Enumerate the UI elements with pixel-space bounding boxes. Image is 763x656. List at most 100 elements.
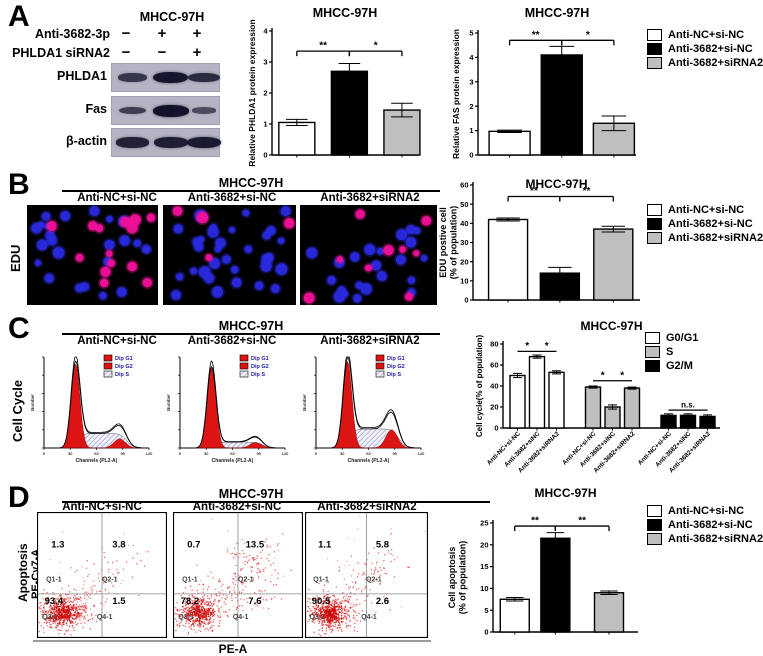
q4-gate-label: Q4-1 bbox=[361, 614, 377, 621]
edu-positive-nucleus bbox=[399, 245, 407, 253]
dapi-nucleus bbox=[116, 287, 127, 297]
q4-percentage: 2.6 bbox=[376, 596, 389, 607]
hist-x-tick: 90 bbox=[121, 451, 126, 456]
bar bbox=[548, 371, 565, 429]
bar bbox=[487, 218, 529, 301]
y-axis-label: EDU postive cell bbox=[438, 207, 448, 278]
hist-x-tick: 0 bbox=[43, 451, 46, 456]
condition-symbol: − bbox=[121, 44, 131, 61]
panel-d-underline bbox=[62, 501, 490, 503]
flow-legend-swatch bbox=[103, 362, 113, 370]
q1-gate-label: Q1-1 bbox=[182, 576, 198, 583]
bar bbox=[593, 592, 625, 633]
legend-label: Anti-3682+siRNA2 bbox=[668, 57, 763, 69]
y-tick-label: 20 bbox=[490, 403, 498, 412]
y-tick-label: 2 bbox=[469, 102, 473, 111]
protein-band bbox=[154, 137, 188, 148]
flow-legend-label: Dip G1 bbox=[115, 356, 133, 362]
significance-label: n.s. bbox=[681, 401, 695, 410]
condition-symbol: + bbox=[192, 44, 202, 61]
condition-label: PHLDA1 siRNA2 bbox=[12, 46, 110, 60]
dapi-nucleus bbox=[405, 237, 417, 248]
hist-x-tick: 90 bbox=[393, 451, 398, 456]
significance-label: ** bbox=[319, 41, 327, 52]
x-tick-label: Anti-NC+si-NC bbox=[561, 430, 597, 466]
significance-label: ** bbox=[583, 186, 591, 197]
y-axis-label: Relative PHLDA1 protein expression bbox=[247, 19, 257, 166]
edu-image-2 bbox=[163, 205, 296, 305]
dapi-nucleus bbox=[342, 290, 349, 298]
fas-bar-chart: MHCC-97H Relative FAS protein expression 0… bbox=[451, 6, 636, 160]
edu-positive-nucleus bbox=[205, 254, 213, 262]
histogram-outline bbox=[180, 365, 285, 449]
legend-item: Anti-3682+si-NC bbox=[647, 217, 763, 231]
bar bbox=[383, 109, 421, 156]
significance-label: ** bbox=[578, 516, 586, 527]
edu-positive-nucleus bbox=[405, 292, 413, 301]
y-tick-label: 0 bbox=[469, 151, 473, 160]
protein-band bbox=[188, 72, 220, 83]
hist-x-tick: 0 bbox=[179, 451, 182, 456]
bar bbox=[623, 387, 641, 429]
dapi-nucleus bbox=[275, 263, 288, 275]
bar bbox=[278, 121, 316, 156]
q2-percentage: 13.5 bbox=[246, 539, 265, 550]
g1-peak bbox=[180, 367, 285, 449]
y-tick-label: 20 bbox=[480, 540, 488, 549]
panel-c-title: MHCC-97H bbox=[218, 319, 284, 333]
dapi-nucleus bbox=[214, 245, 222, 253]
y-tick-label: 0 bbox=[484, 628, 488, 637]
hist-x-tick: 120 bbox=[282, 451, 289, 456]
significance-label: ** bbox=[531, 516, 539, 527]
column-label: Anti-3682+si-NC bbox=[187, 192, 277, 204]
condition-symbol: − bbox=[157, 44, 167, 61]
y-axis-label: (% of population) bbox=[449, 206, 459, 279]
edu-positive-nucleus bbox=[46, 221, 57, 232]
histogram-outline bbox=[180, 360, 285, 449]
y-tick-label: 1 bbox=[263, 120, 267, 129]
dapi-nucleus bbox=[413, 227, 421, 235]
bar bbox=[528, 355, 546, 429]
bar bbox=[593, 228, 634, 301]
y-tick-label: 40 bbox=[490, 382, 498, 391]
edu-positive-nucleus bbox=[129, 214, 141, 226]
legend-swatch bbox=[645, 346, 660, 358]
flow-legend-swatch bbox=[239, 354, 249, 362]
q4-gate-label: Q4-1 bbox=[97, 614, 113, 621]
dapi-nucleus bbox=[395, 254, 406, 265]
y-tick-label: 50 bbox=[460, 200, 468, 209]
y-tick-label: 0 bbox=[494, 424, 498, 433]
panel-d-bottom-line bbox=[33, 640, 431, 642]
dapi-nucleus bbox=[80, 282, 90, 291]
q4-gate-label: Q4-1 bbox=[233, 614, 249, 621]
condition-symbol: − bbox=[121, 25, 131, 42]
legend-item: Anti-NC+si-NC bbox=[647, 28, 763, 42]
edu-positive-nucleus bbox=[303, 292, 315, 304]
legend-panel-d: Anti-NC+si-NC Anti-3682+si-NC Anti-3682+si… bbox=[647, 504, 763, 546]
edu-image-3 bbox=[300, 205, 437, 305]
phlda1-bar-chart: MHCC-97H Relative PHLDA1 protein expressi… bbox=[247, 6, 421, 167]
significance-label: * bbox=[545, 341, 549, 352]
significance-label: * bbox=[586, 30, 590, 41]
dapi-nucleus bbox=[327, 275, 336, 285]
edu-positive-nucleus bbox=[88, 221, 98, 231]
y-tick-label: 2 bbox=[263, 89, 267, 98]
significance-label: * bbox=[525, 341, 529, 352]
chart-title: MHCC-97H bbox=[525, 6, 590, 20]
significance-label: * bbox=[601, 370, 605, 381]
dapi-nucleus bbox=[364, 244, 376, 256]
y-tick-label: 3 bbox=[263, 58, 267, 67]
y-tick-label: 5 bbox=[484, 606, 488, 615]
flow-legend-label: Dip G1 bbox=[387, 356, 405, 362]
column-label: Anti-3682+si-NC bbox=[187, 335, 277, 347]
legend-label: Anti-NC+si-NC bbox=[668, 204, 745, 216]
legend-panel-a: Anti-NC+si-NC Anti-3682+si-NC Anti-3682+si… bbox=[647, 28, 763, 70]
dapi-nucleus bbox=[119, 235, 130, 246]
column-label: Anti-3682+si-NC bbox=[192, 501, 282, 513]
legend-swatch bbox=[647, 57, 662, 69]
flow-legend-label: Dip G1 bbox=[251, 356, 269, 362]
y-tick-label: 25 bbox=[480, 519, 488, 528]
legend-item: Anti-3682+si-NC bbox=[647, 518, 763, 532]
q2-percentage: 3.8 bbox=[112, 539, 125, 550]
condition-label: Anti-3682-3p bbox=[34, 27, 110, 41]
